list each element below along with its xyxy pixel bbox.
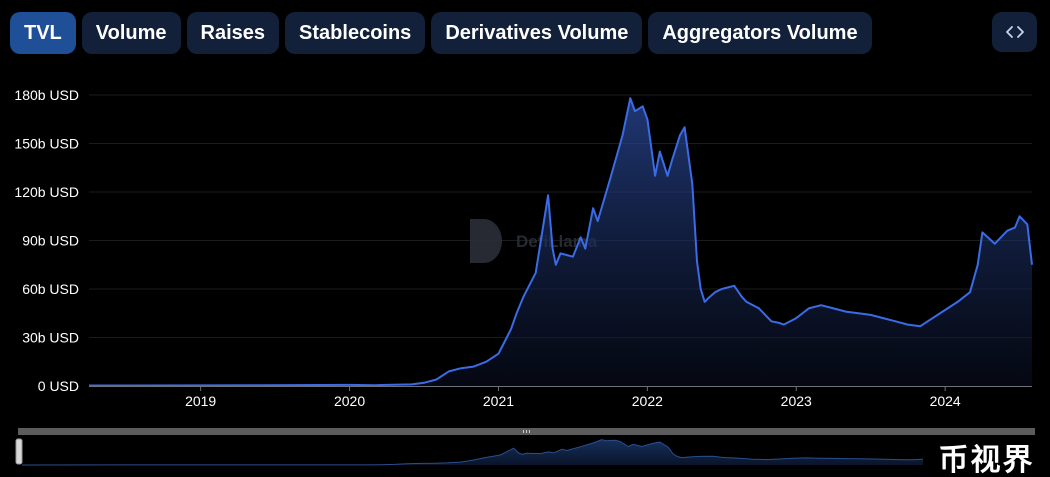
tab-aggregators-volume[interactable]: Aggregators Volume — [648, 12, 872, 54]
tvl-line — [88, 97, 1033, 387]
tab-tvl[interactable]: TVL — [10, 12, 76, 54]
tab-raises[interactable]: Raises — [186, 12, 280, 54]
x-tick-label: 2023 — [781, 393, 812, 409]
y-tick-label: 60b USD — [22, 281, 79, 297]
tab-stablecoins[interactable]: Stablecoins — [285, 12, 426, 54]
x-tick-label: 2021 — [483, 393, 514, 409]
tab-volume[interactable]: Volume — [81, 12, 181, 54]
x-axis-ticks — [200, 386, 946, 391]
y-tick-label: 120b USD — [14, 184, 79, 200]
navigator-area — [22, 439, 1032, 465]
tab-derivatives-volume[interactable]: Derivatives Volume — [431, 12, 643, 54]
y-tick-label: 180b USD — [14, 87, 79, 103]
embed-code-button[interactable] — [992, 12, 1037, 52]
x-tick-label: 2024 — [930, 393, 961, 409]
tvl-area — [89, 98, 1032, 386]
range-navigator[interactable] — [15, 428, 1035, 466]
y-tick-label: 0 USD — [38, 378, 79, 394]
site-watermark-badge: 币视界 — [923, 437, 1050, 477]
x-tick-label: 2019 — [185, 393, 216, 409]
y-tick-label: 90b USD — [22, 233, 79, 249]
x-tick-label: 2020 — [334, 393, 365, 409]
navigator-line — [21, 439, 1033, 466]
x-tick-label: 2022 — [632, 393, 663, 409]
navigator-grip-icon[interactable] — [523, 430, 530, 433]
x-axis-labels: 2019 2020 2021 2022 2023 2024 — [185, 393, 961, 409]
metric-tabs: TVL Volume Raises Stablecoins Derivative… — [10, 12, 872, 54]
y-axis-labels: 0 USD 30b USD 60b USD 90b USD 120b USD 150b U… — [14, 87, 79, 394]
y-tick-label: 150b USD — [14, 136, 79, 152]
defillama-logo-icon — [470, 219, 502, 263]
navigator-left-handle[interactable] — [15, 438, 23, 465]
y-tick-label: 30b USD — [22, 330, 79, 346]
code-brackets-icon — [1005, 26, 1024, 38]
